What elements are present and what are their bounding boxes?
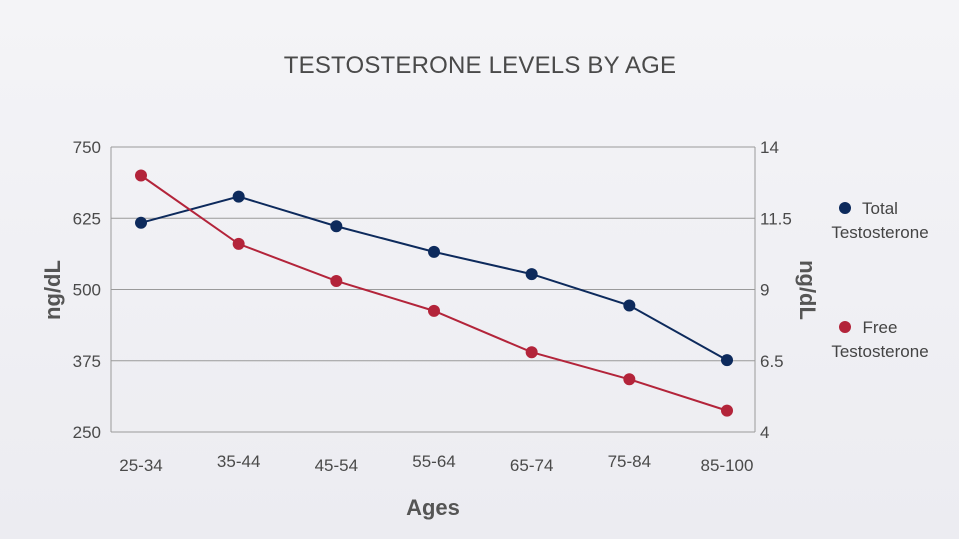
data-point: [232, 190, 245, 203]
y-axis-left-title: ng/dL: [40, 260, 65, 320]
y-tick-label-left: 500: [73, 281, 101, 300]
chart-title: TESTOSTERONE LEVELS BY AGE: [284, 52, 676, 79]
y-axis-left-ticks: 250 375 500 625 750: [73, 138, 101, 442]
data-point: [135, 216, 147, 229]
legend-label: Testosterone: [831, 223, 928, 242]
legend: Total Testosterone Free Testosterone: [831, 199, 928, 361]
legend-label: Testosterone: [831, 342, 928, 361]
series-line: [140, 174, 728, 412]
data-point: [330, 274, 343, 287]
y-axis-right-ticks: 4 6.5 9 11.5 14: [760, 138, 792, 442]
y-tick-label-right: 9: [760, 281, 769, 300]
data-point: [428, 245, 440, 258]
x-axis-ticks: 25-34 35-44 45-54 55-64 65-74 75-84 85-100: [119, 452, 753, 475]
data-point: [428, 304, 440, 317]
data-point: [232, 237, 245, 250]
legend-marker: [839, 321, 851, 333]
y-tick-label-left: 750: [73, 138, 101, 157]
x-tick-label: 25-34: [119, 456, 162, 475]
x-tick-label: 35-44: [217, 452, 260, 471]
x-tick-label: 85-100: [701, 456, 754, 475]
x-axis-title: Ages: [406, 495, 460, 520]
legend-marker: [839, 202, 851, 214]
y-tick-label-right: 11.5: [760, 209, 792, 228]
legend-label: Free: [863, 318, 898, 337]
data-point: [525, 268, 538, 281]
series-group: [135, 169, 733, 417]
x-tick-label: 65-74: [510, 456, 553, 475]
data-point: [330, 220, 343, 233]
y-axis-right-title: ng/dL: [795, 260, 820, 320]
y-tick-label-right: 14: [760, 138, 779, 157]
plot-frame: [110, 147, 756, 433]
x-tick-label: 55-64: [412, 452, 455, 471]
y-tick-label-left: 250: [73, 423, 101, 442]
data-point: [721, 354, 733, 367]
x-tick-label: 45-54: [315, 456, 358, 475]
y-tick-label-right: 4: [760, 423, 769, 442]
y-tick-label-right: 6.5: [760, 352, 784, 371]
data-point: [525, 346, 538, 359]
data-point: [623, 299, 636, 312]
data-point: [721, 404, 733, 417]
series-line: [140, 195, 728, 362]
x-tick-label: 75-84: [608, 452, 651, 471]
y-tick-label-left: 625: [73, 209, 101, 228]
data-point: [135, 169, 147, 182]
y-tick-label-left: 375: [73, 352, 101, 371]
legend-label: Total: [862, 199, 898, 218]
data-point: [623, 373, 636, 386]
